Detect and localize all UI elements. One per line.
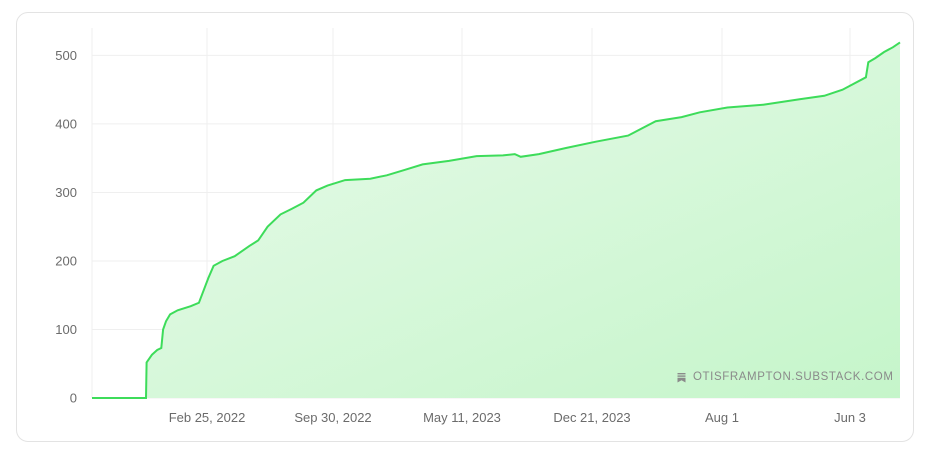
y-tick-label: 400 xyxy=(55,116,77,131)
watermark: OTISFRAMPTON.SUBSTACK.COM xyxy=(676,371,894,383)
area-fill xyxy=(92,42,900,399)
series-line xyxy=(92,41,901,399)
watermark-text: OTISFRAMPTON.SUBSTACK.COM xyxy=(693,371,894,383)
x-tick-label: May 11, 2023 xyxy=(423,410,501,425)
y-tick-label: 0 xyxy=(70,391,77,406)
y-tick-label: 100 xyxy=(55,322,77,337)
y-tick-label: 500 xyxy=(55,48,77,63)
x-axis: Feb 25, 2022 Sep 30, 2022 May 11, 2023 Dec … xyxy=(169,410,866,425)
y-tick-label: 200 xyxy=(55,253,77,268)
y-axis: 0 100 200 300 400 500 xyxy=(55,48,77,406)
x-tick-label: Jun 3 xyxy=(834,410,866,425)
bookmark-icon xyxy=(676,372,687,383)
x-tick-label: Aug 1 xyxy=(705,410,739,425)
x-tick-label: Feb 25, 2022 xyxy=(169,410,246,425)
x-tick-label: Dec 21, 2023 xyxy=(553,410,630,425)
x-tick-label: Sep 30, 2022 xyxy=(294,410,371,425)
y-tick-label: 300 xyxy=(55,185,77,200)
